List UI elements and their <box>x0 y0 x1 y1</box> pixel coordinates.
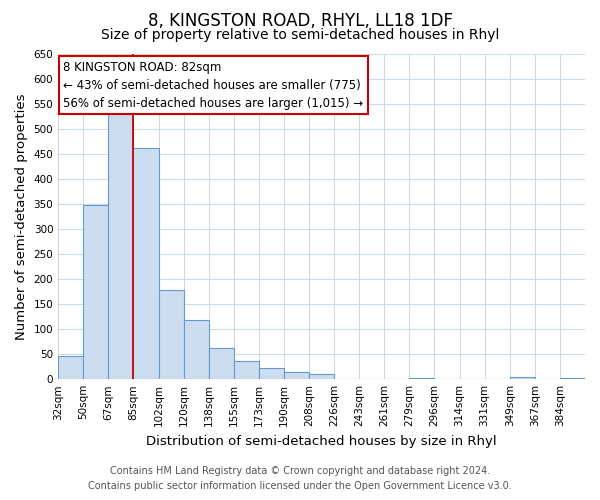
Bar <box>334 378 359 379</box>
Text: Contains HM Land Registry data © Crown copyright and database right 2024.
Contai: Contains HM Land Registry data © Crown c… <box>88 466 512 491</box>
Bar <box>209 348 234 379</box>
Bar <box>184 320 209 379</box>
Bar <box>158 290 184 379</box>
Bar <box>409 378 434 379</box>
Bar <box>510 376 535 379</box>
Text: 8 KINGSTON ROAD: 82sqm
← 43% of semi-detached houses are smaller (775)
56% of se: 8 KINGSTON ROAD: 82sqm ← 43% of semi-det… <box>64 60 364 110</box>
Bar <box>58 356 83 379</box>
Text: 8, KINGSTON ROAD, RHYL, LL18 1DF: 8, KINGSTON ROAD, RHYL, LL18 1DF <box>148 12 452 30</box>
Bar <box>83 205 109 379</box>
Bar <box>309 374 334 379</box>
Bar <box>133 148 158 379</box>
Y-axis label: Number of semi-detached properties: Number of semi-detached properties <box>15 94 28 340</box>
Bar <box>284 372 309 379</box>
X-axis label: Distribution of semi-detached houses by size in Rhyl: Distribution of semi-detached houses by … <box>146 434 497 448</box>
Bar <box>234 361 259 379</box>
Bar <box>560 378 585 379</box>
Bar <box>109 112 133 379</box>
Bar <box>259 368 284 379</box>
Text: Size of property relative to semi-detached houses in Rhyl: Size of property relative to semi-detach… <box>101 28 499 42</box>
